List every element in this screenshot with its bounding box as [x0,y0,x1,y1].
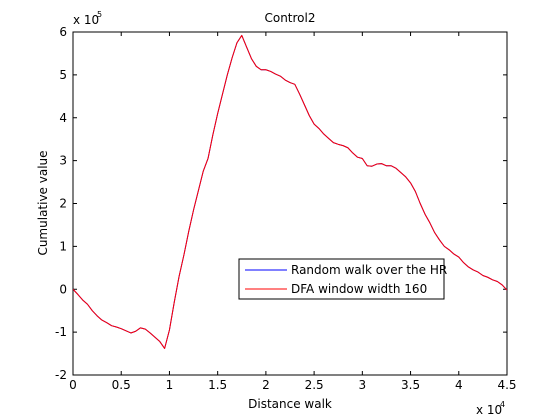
plot-area [72,31,508,376]
x-tick-label: 0.5 [112,378,131,392]
y-multiplier-exponent: 5 [97,10,102,19]
legend-label-dfa: DFA window width 160 [291,282,427,296]
x-multiplier-exponent: 4 [500,400,505,409]
legend-label-random-walk: Random walk over the HR [291,263,447,277]
y-tick-label: 6 [59,25,67,39]
y-tick-label: -1 [55,325,67,339]
x-tick-label: 1 [166,378,174,392]
y-tick-label: 1 [59,239,67,253]
legend: Random walk over the HR DFA window width… [238,258,447,300]
series-line-dfa [73,34,507,349]
x-axis-ticks: 0 0.5 1 1.5 2 2.5 3 3.5 4 4.5 [69,32,517,392]
y-tick-label: 3 [59,154,67,168]
y-multiplier: x 10 5 [73,10,102,27]
y-tick-label: -2 [55,368,67,382]
series-layer [73,34,507,349]
x-tick-label: 2 [262,378,270,392]
y-tick-label: 0 [59,282,67,296]
x-tick-label: 4.5 [497,378,516,392]
x-tick-label: 2.5 [305,378,324,392]
x-tick-label: 3 [359,378,367,392]
x-axis-label: Distance walk [248,397,332,411]
x-tick-label: 0 [69,378,77,392]
x-tick-label: 3.5 [401,378,420,392]
y-tick-label: 4 [59,111,67,125]
y-multiplier-base: x 10 [73,13,99,27]
x-multiplier-base: x 10 [476,403,502,417]
x-tick-label: 1.5 [208,378,227,392]
y-tick-label: 2 [59,197,67,211]
chart-title: Control2 [264,11,315,25]
legend-box [238,258,445,300]
y-tick-label: 5 [59,68,67,82]
x-multiplier: x 10 4 [476,400,505,417]
y-axis-label: Cumulative value [36,150,50,255]
x-tick-label: 4 [455,378,463,392]
